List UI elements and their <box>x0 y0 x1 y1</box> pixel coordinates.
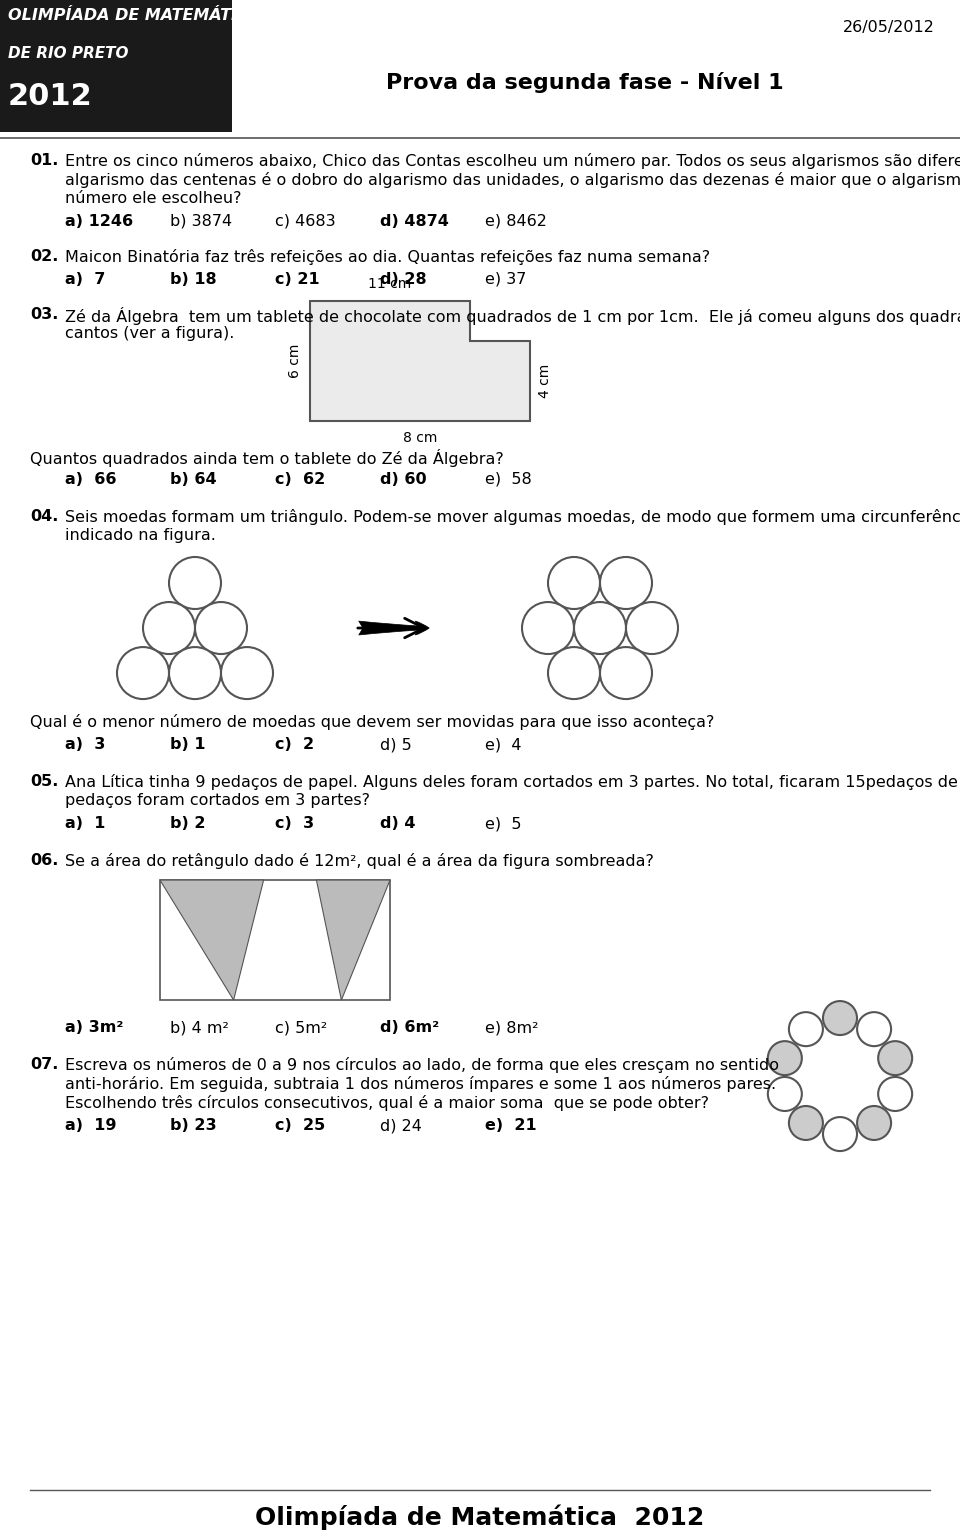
Text: cantos (ver a figura).: cantos (ver a figura). <box>65 326 234 341</box>
Bar <box>160 880 390 1000</box>
Text: Se a área do retângulo dado é 12m², qual é a área da figura sombreada?: Se a área do retângulo dado é 12m², qual… <box>65 852 654 869</box>
Text: b) 2: b) 2 <box>170 816 205 831</box>
Text: Entre os cinco números abaixo, Chico das Contas escolheu um número par. Todos os: Entre os cinco números abaixo, Chico das… <box>65 154 960 169</box>
Text: algarismo das centenas é o dobro do algarismo das unidades, o algarismo das deze: algarismo das centenas é o dobro do alga… <box>65 172 960 187</box>
Text: e) 8462: e) 8462 <box>485 214 547 229</box>
Text: Qual é o menor número de moedas que devem ser movidas para que isso aconteça?: Qual é o menor número de moedas que deve… <box>30 714 714 730</box>
Circle shape <box>878 1077 912 1111</box>
Text: c) 5m²: c) 5m² <box>275 1020 327 1035</box>
Text: Seis moedas formam um triângulo. Podem-se mover algumas moedas, de modo que form: Seis moedas formam um triângulo. Podem-s… <box>65 508 960 525</box>
Text: c)  2: c) 2 <box>275 737 314 753</box>
Bar <box>0 0 232 132</box>
Text: b) 1: b) 1 <box>170 737 205 753</box>
Text: c)  25: c) 25 <box>275 1118 325 1134</box>
Text: Maicon Binatória faz três refeições ao dia. Quantas refeições faz numa semana?: Maicon Binatória faz três refeições ao d… <box>65 249 710 266</box>
Text: 11 cm: 11 cm <box>369 276 412 290</box>
Circle shape <box>857 1012 891 1046</box>
Circle shape <box>626 602 678 654</box>
Text: pedaços foram cortados em 3 partes?: pedaços foram cortados em 3 partes? <box>65 793 370 808</box>
Text: a)  66: a) 66 <box>65 472 116 487</box>
Text: anti-horário. Em seguida, subtraia 1 dos números ímpares e some 1 aos números pa: anti-horário. Em seguida, subtraia 1 dos… <box>65 1077 776 1092</box>
Text: Escreva os números de 0 a 9 nos círculos ao lado, de forma que eles cresçam no s: Escreva os números de 0 a 9 nos círculos… <box>65 1057 779 1074</box>
Circle shape <box>857 1106 891 1140</box>
Circle shape <box>548 558 600 608</box>
Text: a)  19: a) 19 <box>65 1118 116 1134</box>
Circle shape <box>195 602 247 654</box>
Text: b) 18: b) 18 <box>170 272 217 287</box>
Text: d) 6m²: d) 6m² <box>380 1020 439 1035</box>
Text: e)  5: e) 5 <box>485 816 521 831</box>
Text: Zé da Álgebra  tem um tablete de chocolate com quadrados de 1 cm por 1cm.  Ele j: Zé da Álgebra tem um tablete de chocolat… <box>65 307 960 326</box>
Text: 07.: 07. <box>30 1057 59 1072</box>
Text: e) 8m²: e) 8m² <box>485 1020 539 1035</box>
Text: b) 3874: b) 3874 <box>170 214 232 229</box>
Circle shape <box>117 647 169 699</box>
Text: Olimpíada de Matemática  2012: Olimpíada de Matemática 2012 <box>255 1505 705 1530</box>
Text: a) 1246: a) 1246 <box>65 214 133 229</box>
Text: a) 3m²: a) 3m² <box>65 1020 124 1035</box>
Text: 02.: 02. <box>30 249 59 264</box>
Circle shape <box>878 1041 912 1075</box>
Text: DE RIO PRETO: DE RIO PRETO <box>8 46 129 61</box>
Text: e)  58: e) 58 <box>485 472 532 487</box>
Circle shape <box>600 647 652 699</box>
Text: b) 64: b) 64 <box>170 472 217 487</box>
Circle shape <box>143 602 195 654</box>
Text: d) 24: d) 24 <box>380 1118 421 1134</box>
Text: Quantos quadrados ainda tem o tablete do Zé da Álgebra?: Quantos quadrados ainda tem o tablete do… <box>30 449 504 467</box>
Circle shape <box>221 647 273 699</box>
Polygon shape <box>317 880 390 1000</box>
Text: indicado na figura.: indicado na figura. <box>65 528 216 544</box>
Text: d) 4874: d) 4874 <box>380 214 449 229</box>
Text: 26/05/2012: 26/05/2012 <box>843 20 935 35</box>
Polygon shape <box>310 301 530 421</box>
Text: 2012: 2012 <box>8 81 93 111</box>
Circle shape <box>768 1077 802 1111</box>
Text: a)  3: a) 3 <box>65 737 106 753</box>
Text: número ele escolheu?: número ele escolheu? <box>65 190 242 206</box>
Text: 03.: 03. <box>30 307 59 323</box>
Text: Escolhendo três círculos consecutivos, qual é a maior soma  que se pode obter?: Escolhendo três círculos consecutivos, q… <box>65 1095 709 1111</box>
Circle shape <box>600 558 652 608</box>
Text: e)  4: e) 4 <box>485 737 521 753</box>
Text: e)  21: e) 21 <box>485 1118 537 1134</box>
Text: 4 cm: 4 cm <box>538 364 552 398</box>
Text: 05.: 05. <box>30 774 59 790</box>
Circle shape <box>574 602 626 654</box>
Text: d) 4: d) 4 <box>380 816 416 831</box>
Text: Ana Lítica tinha 9 pedaços de papel. Alguns deles foram cortados em 3 partes. No: Ana Lítica tinha 9 pedaços de papel. Alg… <box>65 774 960 790</box>
Text: 04.: 04. <box>30 508 59 524</box>
Text: c)  62: c) 62 <box>275 472 325 487</box>
Circle shape <box>768 1041 802 1075</box>
Circle shape <box>789 1106 823 1140</box>
Circle shape <box>169 558 221 608</box>
Circle shape <box>548 647 600 699</box>
Text: a)  1: a) 1 <box>65 816 106 831</box>
Text: b) 23: b) 23 <box>170 1118 217 1134</box>
Text: d) 28: d) 28 <box>380 272 426 287</box>
Text: 01.: 01. <box>30 154 59 167</box>
Text: b) 4 m²: b) 4 m² <box>170 1020 228 1035</box>
Circle shape <box>522 602 574 654</box>
Circle shape <box>789 1012 823 1046</box>
Text: 06.: 06. <box>30 852 59 868</box>
Text: c)  3: c) 3 <box>275 816 314 831</box>
Circle shape <box>823 1001 857 1035</box>
Text: 8 cm: 8 cm <box>403 432 437 445</box>
Text: 6 cm: 6 cm <box>288 344 302 378</box>
Circle shape <box>169 647 221 699</box>
Text: c) 4683: c) 4683 <box>275 214 336 229</box>
Text: e) 37: e) 37 <box>485 272 526 287</box>
Text: OLIMPÍADA DE MATEMÁTICA: OLIMPÍADA DE MATEMÁTICA <box>8 8 261 23</box>
Circle shape <box>823 1117 857 1150</box>
Text: d) 5: d) 5 <box>380 737 412 753</box>
Text: d) 60: d) 60 <box>380 472 426 487</box>
Text: c) 21: c) 21 <box>275 272 320 287</box>
Polygon shape <box>160 880 264 1000</box>
Text: a)  7: a) 7 <box>65 272 106 287</box>
Text: Prova da segunda fase - Nível 1: Prova da segunda fase - Nível 1 <box>386 72 783 94</box>
